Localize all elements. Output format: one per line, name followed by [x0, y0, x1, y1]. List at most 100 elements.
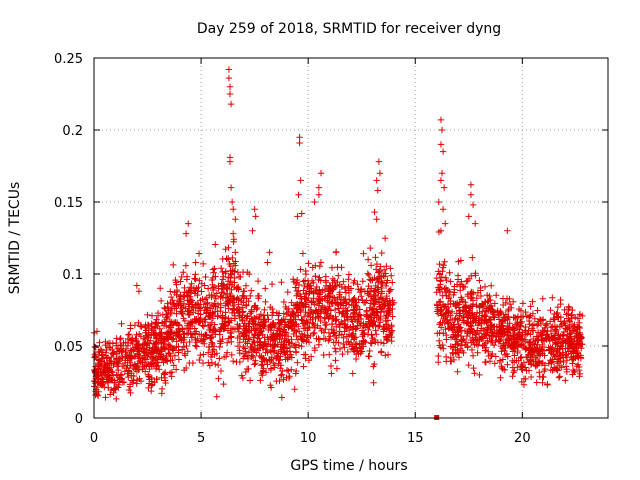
- data-point: [553, 313, 561, 320]
- data-point: [292, 316, 299, 323]
- data-point: [250, 333, 257, 341]
- data-point: [534, 307, 541, 314]
- data-point: [284, 333, 292, 340]
- data-point: [317, 259, 325, 266]
- data-point: [283, 329, 290, 337]
- data-point: [468, 346, 476, 354]
- data-point: [185, 288, 192, 295]
- data-point: [361, 331, 368, 338]
- data-point: [378, 348, 385, 355]
- data-point: [188, 319, 196, 327]
- data-point: [117, 335, 125, 342]
- data-point: [264, 361, 271, 368]
- data-point: [474, 349, 481, 356]
- data-point: [525, 367, 533, 374]
- data-point: [329, 279, 336, 287]
- data-point: [388, 272, 395, 279]
- data-point: [210, 269, 217, 276]
- data-point: [364, 312, 371, 320]
- data-point: [467, 191, 475, 198]
- data-point: [180, 331, 187, 338]
- data-point: [226, 158, 234, 165]
- data-point: [244, 355, 252, 363]
- data-point: [517, 363, 525, 370]
- data-point: [499, 301, 507, 309]
- data-point: [439, 148, 447, 155]
- data-point: [356, 312, 364, 319]
- data-point: [149, 354, 156, 361]
- y-tick-label: 0.05: [54, 340, 83, 355]
- data-point: [389, 313, 396, 320]
- data-point: [556, 373, 564, 380]
- data-point: [315, 295, 322, 303]
- data-point: [158, 319, 166, 327]
- data-point: [446, 269, 453, 276]
- data-point: [138, 344, 146, 352]
- data-point: [370, 288, 377, 295]
- data-point: [100, 380, 107, 388]
- data-point: [562, 377, 569, 384]
- data-point: [517, 307, 525, 314]
- data-point: [522, 308, 529, 316]
- data-point: [232, 262, 239, 269]
- data-point: [362, 338, 369, 346]
- data-point: [217, 367, 225, 375]
- data-point: [495, 316, 503, 323]
- data-point: [194, 291, 201, 299]
- data-point: [199, 322, 206, 329]
- data-point: [576, 319, 583, 327]
- data-point: [276, 356, 283, 363]
- data-point: [137, 333, 144, 340]
- data-point: [539, 379, 546, 386]
- data-point: [514, 313, 522, 321]
- data-point: [316, 325, 324, 332]
- data-point: [576, 373, 583, 380]
- data-point: [435, 352, 442, 360]
- data-point: [216, 343, 223, 351]
- data-point: [227, 334, 235, 341]
- data-point: [244, 340, 251, 347]
- data-point: [365, 352, 372, 360]
- data-point: [315, 191, 323, 198]
- data-point: [243, 301, 250, 309]
- data-point: [180, 315, 187, 322]
- data-point: [151, 331, 159, 339]
- data-point: [125, 373, 132, 381]
- data-point: [127, 362, 134, 369]
- data-point: [510, 339, 517, 347]
- data-point: [376, 322, 383, 330]
- data-point: [550, 316, 558, 323]
- data-point: [315, 314, 322, 321]
- data-point: [144, 360, 152, 368]
- data-point: [235, 306, 243, 313]
- data-point: [239, 268, 247, 276]
- data-point: [117, 372, 124, 379]
- data-point: [442, 310, 449, 317]
- data-point: [210, 302, 217, 310]
- data-point: [277, 362, 285, 369]
- data-point: [477, 292, 485, 300]
- data-point: [268, 312, 276, 319]
- data-point: [108, 353, 115, 361]
- data-point: [539, 331, 546, 339]
- data-point: [330, 329, 338, 336]
- data-point: [229, 254, 236, 262]
- data-point: [357, 345, 365, 352]
- data-point: [366, 276, 374, 283]
- data-point: [353, 325, 360, 332]
- data-point: [133, 368, 141, 375]
- data-point: [152, 365, 160, 372]
- data-point: [307, 353, 315, 360]
- data-point: [433, 274, 440, 282]
- data-point: [378, 249, 385, 257]
- data-point: [206, 343, 213, 351]
- data-point: [208, 333, 216, 341]
- data-point: [147, 349, 155, 357]
- data-point: [534, 337, 541, 344]
- data-point: [146, 365, 153, 373]
- data-point: [231, 268, 238, 275]
- data-point: [183, 276, 191, 283]
- data-point: [98, 372, 105, 379]
- data-point: [115, 366, 122, 374]
- data-point: [332, 332, 339, 339]
